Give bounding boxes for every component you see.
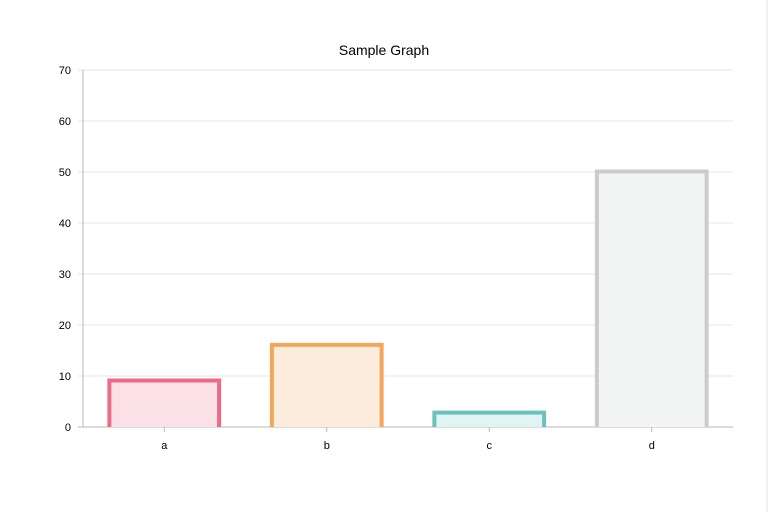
y-tick-label: 50 <box>59 167 71 179</box>
y-tick-label: 40 <box>59 218 71 230</box>
bar-b <box>271 344 382 427</box>
bar-border-c <box>432 410 547 427</box>
bar-border-a <box>107 378 222 427</box>
bar-border-d <box>594 169 709 427</box>
x-tick-label: c <box>487 440 493 452</box>
page-edge-divider <box>766 0 768 512</box>
y-tick-label: 60 <box>59 116 71 128</box>
bar-border-b <box>269 342 384 427</box>
y-tick-label: 10 <box>59 371 71 383</box>
x-tick-label: a <box>161 440 168 452</box>
y-tick-label: 20 <box>59 320 71 332</box>
y-tick-label: 70 <box>59 65 71 77</box>
y-tick-label: 0 <box>65 422 71 434</box>
x-tick-label: b <box>324 440 330 452</box>
bar-c <box>434 412 545 427</box>
bar-d <box>596 171 707 427</box>
chart-title: Sample Graph <box>338 42 430 58</box>
x-tick-label: d <box>649 440 655 452</box>
bar-a <box>109 380 220 427</box>
y-tick-label: 30 <box>59 269 71 281</box>
